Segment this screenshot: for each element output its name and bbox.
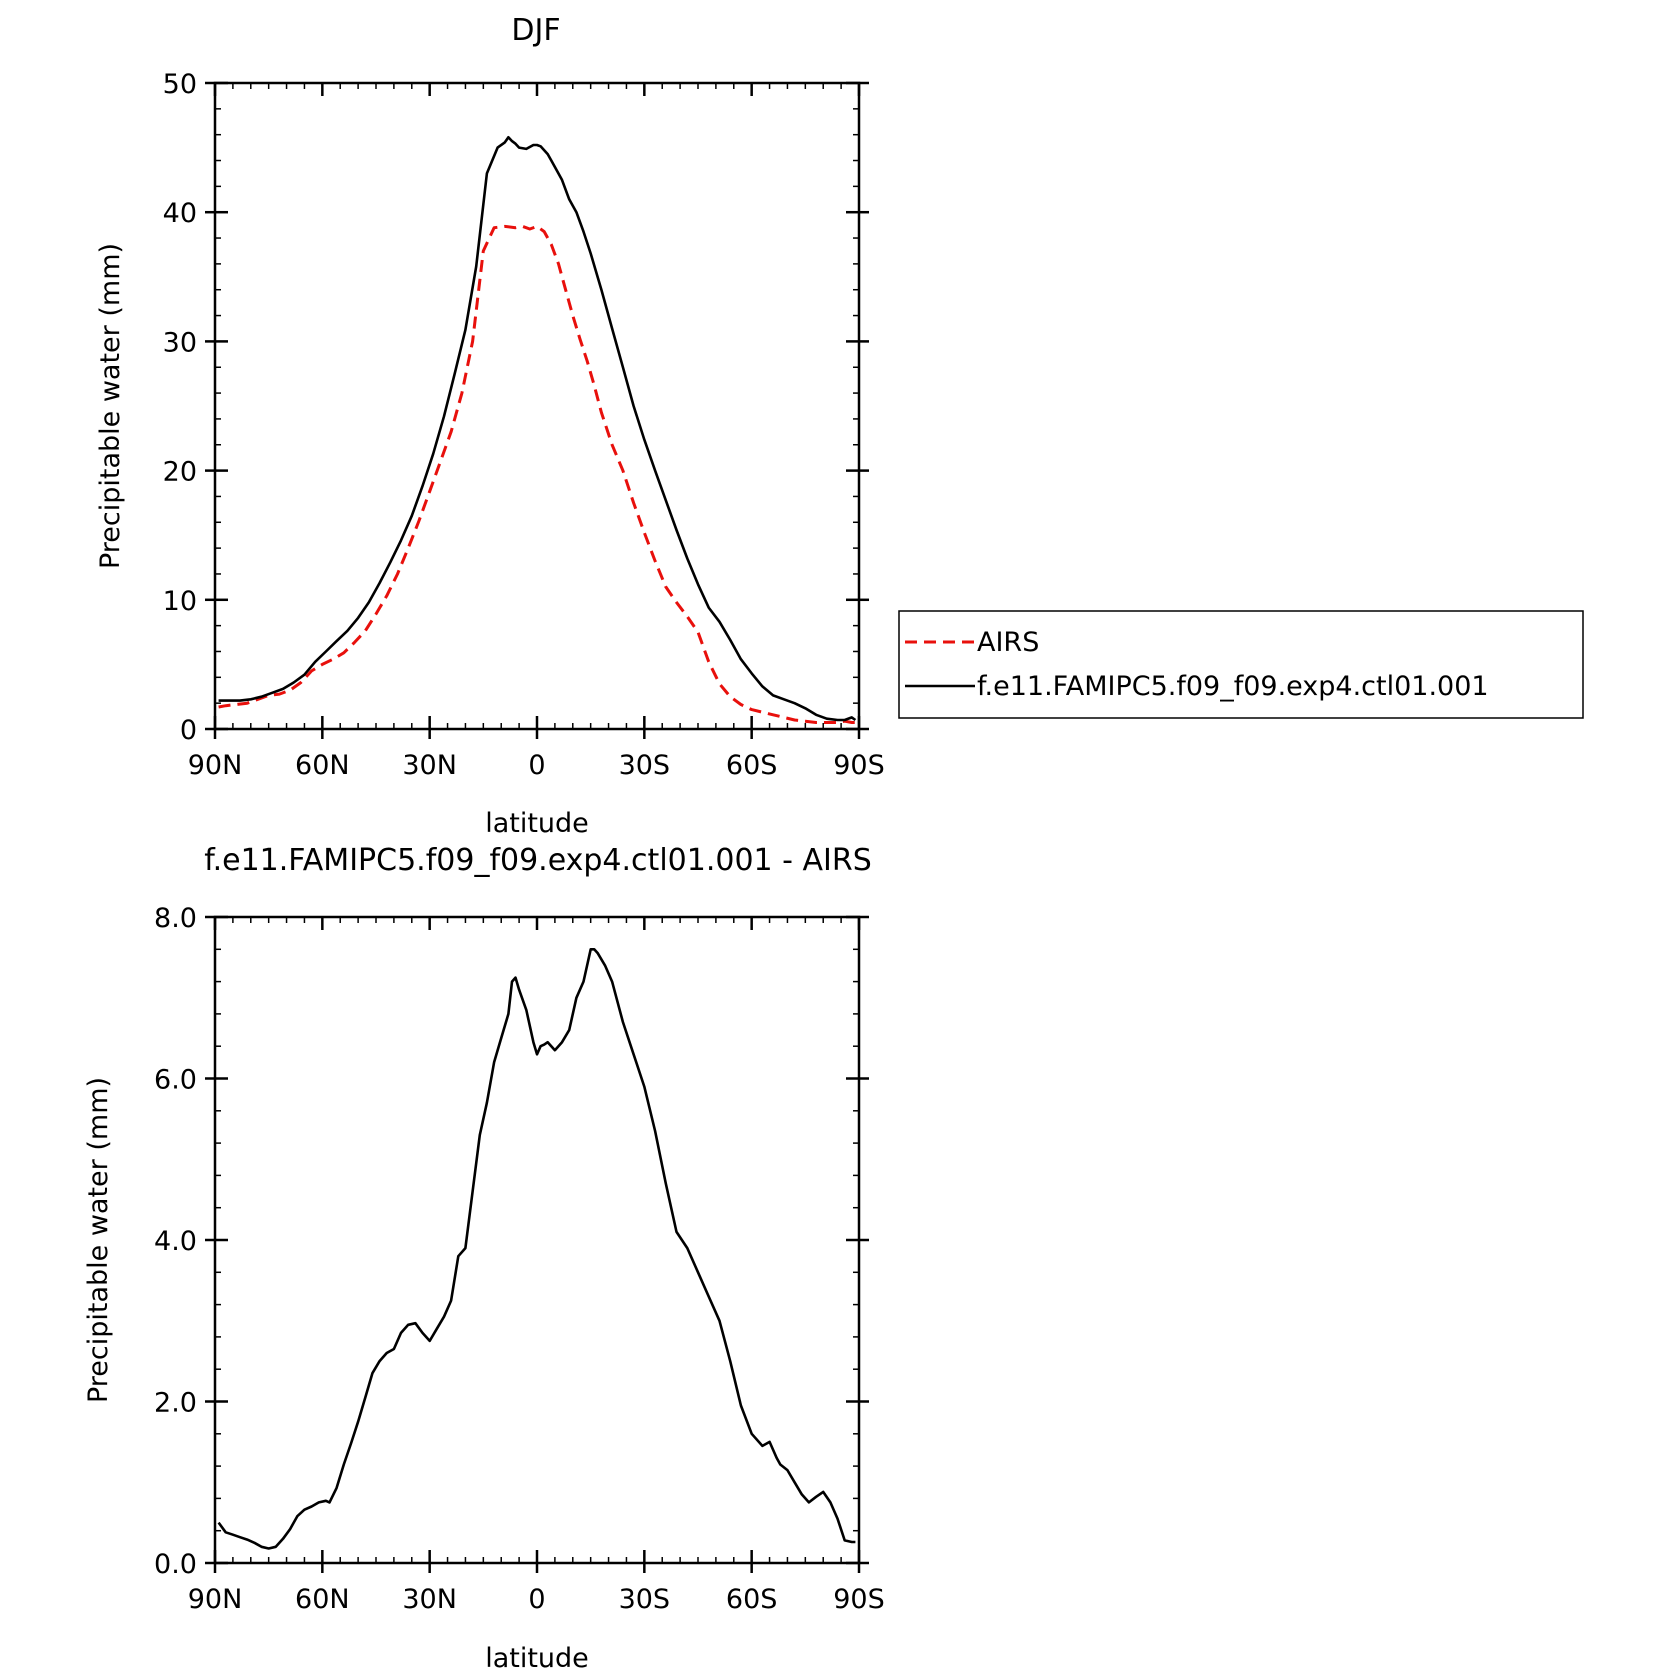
x-tick-label: 30N xyxy=(402,1584,457,1615)
x-tick-label: 0 xyxy=(528,750,545,781)
y-tick-label: 8.0 xyxy=(154,903,197,934)
x-tick-label: 60S xyxy=(726,750,778,781)
bottom-plot-frame xyxy=(213,915,861,1565)
x-tick-label: 90N xyxy=(188,1584,243,1615)
x-tick-label: 90S xyxy=(833,750,885,781)
y-tick-label: 0.0 xyxy=(154,1549,197,1580)
legend-model-label: f.e11.FAMIPC5.f09_f09.exp4.ctl01.001 xyxy=(977,671,1489,702)
bottom-y-axis-label: Precipitable water (mm) xyxy=(83,1077,114,1403)
bottom-x-axis-label: latitude xyxy=(485,1643,589,1674)
top-axis-ticks: 90N 60N 30N 0 30S 60S 90S 0 10 20 30 40 50 xyxy=(163,69,885,781)
x-tick-label: 0 xyxy=(528,1584,545,1615)
x-tick-label: 60N xyxy=(295,750,350,781)
x-tick-label: 30S xyxy=(619,1584,671,1615)
y-tick-label: 30 xyxy=(163,327,197,358)
top-x-axis-label: latitude xyxy=(485,808,589,839)
bottom-axis-ticks: 90N 60N 30N 0 30S 60S 90S 0.0 2.0 4.0 6.0 8.0 xyxy=(154,903,885,1615)
x-tick-label: 60S xyxy=(726,1584,778,1615)
x-tick-label: 30N xyxy=(402,750,457,781)
y-tick-label: 50 xyxy=(163,69,197,100)
y-tick-label: 2.0 xyxy=(154,1388,197,1419)
top-chart-title: DJF xyxy=(511,13,560,48)
x-tick-label: 90S xyxy=(833,1584,885,1615)
top-chart: DJF 90N 60N 30N 0 30S 60S 90S 0 10 20 30 40 50 latit… xyxy=(95,13,1584,839)
y-tick-label: 20 xyxy=(163,457,197,488)
legend-airs-label: AIRS xyxy=(977,627,1039,658)
bottom-series-group xyxy=(217,947,856,1550)
y-tick-label: 10 xyxy=(163,586,197,617)
bottom-series-line-model xyxy=(217,947,856,1550)
y-tick-label: 4.0 xyxy=(154,1226,197,1257)
x-tick-label: 30S xyxy=(619,750,671,781)
top-y-axis-label: Precipitable water (mm) xyxy=(95,243,126,569)
y-tick-label: 6.0 xyxy=(154,1065,197,1096)
top-plot-frame xyxy=(213,81,861,731)
top-series-group xyxy=(218,136,857,724)
top-series-line-airs xyxy=(218,224,856,724)
bottom-chart-title: f.e11.FAMIPC5.f09_f09.exp4.ctl01.001 - A… xyxy=(204,843,872,878)
y-tick-label: 0 xyxy=(180,715,197,746)
legend-box xyxy=(898,610,1584,719)
y-tick-label: 40 xyxy=(163,198,197,229)
bottom-chart: f.e11.FAMIPC5.f09_f09.exp4.ctl01.001 - A… xyxy=(83,843,885,1674)
x-tick-label: 90N xyxy=(188,750,243,781)
legend: AIRS f.e11.FAMIPC5.f09_f09.exp4.ctl01.00… xyxy=(898,610,1584,719)
top-series-line-model xyxy=(218,136,857,722)
x-tick-label: 60N xyxy=(295,1584,350,1615)
